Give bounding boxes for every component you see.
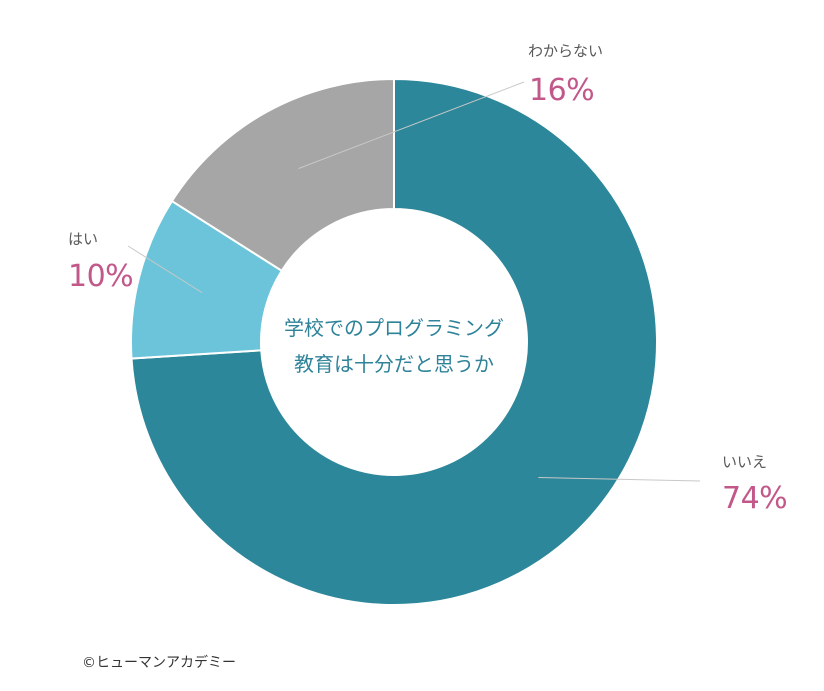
leader-line-2 <box>298 81 525 169</box>
category-label-wakaranai: わからない <box>528 42 604 60</box>
leader-line-0 <box>538 477 701 482</box>
category-label-hai: はい <box>68 230 99 248</box>
chart-title-line-2: 教育は十分だと思うか <box>294 352 494 376</box>
donut-slices <box>130 77 658 606</box>
copyright-credit: ©ヒューマンアカデミー <box>82 655 236 671</box>
donut-slice-2 <box>170 77 395 273</box>
donut-slice-0 <box>130 77 658 606</box>
chart-title: 学校でのプログラミング 教育は十分だと思うか <box>254 310 534 382</box>
leader-lines <box>127 81 701 482</box>
chart-title-line-1: 学校でのプログラミング <box>284 316 504 340</box>
category-label-iie: いいえ <box>722 453 768 471</box>
leader-line-1 <box>127 245 203 294</box>
percent-label-hai: 10% <box>68 259 134 294</box>
percent-label-wakaranai: 16% <box>529 73 595 108</box>
percent-label-iie: 74% <box>722 481 788 516</box>
